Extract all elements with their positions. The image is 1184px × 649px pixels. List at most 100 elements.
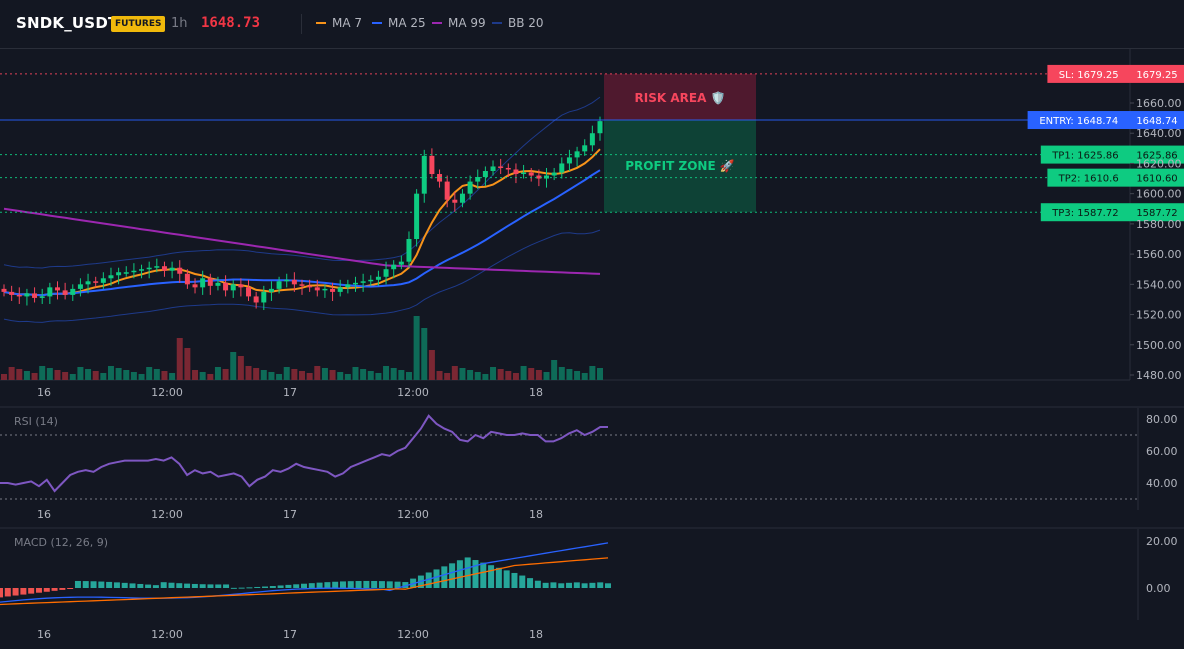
volume-bar xyxy=(230,352,237,380)
candle-body xyxy=(116,272,122,276)
macd-hist-bar xyxy=(238,587,245,589)
candle-body xyxy=(375,276,381,280)
candle-body xyxy=(391,264,397,270)
volume-bar xyxy=(283,367,290,380)
macd-hist-bar xyxy=(28,588,35,594)
macd-hist-bar xyxy=(262,586,269,588)
macd-hist-bar xyxy=(464,557,471,588)
legend-ma7[interactable]: MA 7 xyxy=(316,16,362,30)
candle-body xyxy=(276,281,282,289)
candle-body xyxy=(528,172,534,176)
volume-bar xyxy=(436,371,443,380)
volume-bar xyxy=(360,369,367,380)
volume-bar xyxy=(245,366,252,380)
macd-hist-bar xyxy=(550,582,557,588)
macd-hist-bar xyxy=(511,572,518,588)
candle-body xyxy=(383,269,389,277)
rsi-tick-label: 40.00 xyxy=(1146,477,1178,490)
volume-bar xyxy=(214,367,221,380)
macd-hist-bar xyxy=(566,582,573,588)
candle-body xyxy=(62,290,68,295)
candle-body xyxy=(131,270,137,273)
candle-body xyxy=(9,291,15,295)
volume-bar xyxy=(589,366,596,380)
risk-area-box xyxy=(604,73,756,121)
volume-bar xyxy=(62,372,69,380)
macd-hist-bar xyxy=(480,562,487,588)
candle-body xyxy=(582,145,588,152)
interval-selector[interactable]: 1h xyxy=(171,16,188,31)
candle-body xyxy=(154,266,160,268)
price-tick-label: 1580.00 xyxy=(1136,218,1182,231)
macd-hist-bar xyxy=(581,583,588,588)
macd-hist-bar xyxy=(433,569,440,588)
legend-ma99[interactable]: MA 99 xyxy=(432,16,486,30)
legend-bb20[interactable]: BB 20 xyxy=(492,16,544,30)
candle-body xyxy=(184,273,190,285)
candle-body xyxy=(322,288,328,291)
macd-hist-bar xyxy=(293,584,300,588)
macd-hist-bar xyxy=(254,586,261,588)
volume-bar xyxy=(299,371,305,380)
level-price: 1587.72 xyxy=(1136,208,1177,219)
candle-body xyxy=(238,284,244,288)
candle-body xyxy=(467,181,473,194)
legend-ma25[interactable]: MA 25 xyxy=(372,16,426,30)
candle-body xyxy=(559,163,565,173)
candle-body xyxy=(268,288,274,292)
rsi-tick-label: 60.00 xyxy=(1146,445,1178,458)
candle-body xyxy=(77,284,83,289)
macd-hist-bar xyxy=(605,583,611,588)
volume-bar xyxy=(497,369,504,380)
volume-bar xyxy=(192,370,199,380)
candle-body xyxy=(161,266,167,271)
volume-bar xyxy=(268,372,275,380)
volume-bar xyxy=(482,374,489,380)
candle-body xyxy=(100,278,106,283)
level-price-bg xyxy=(1130,203,1184,222)
candle-body xyxy=(246,287,252,297)
volume-bar xyxy=(574,371,581,380)
candle-body xyxy=(398,261,404,265)
macd-hist-bar xyxy=(168,582,175,588)
macd-hist-bar xyxy=(176,583,183,588)
rsi-title: RSI (14) xyxy=(14,415,58,428)
volume-bar xyxy=(390,368,397,380)
macd-tick-label: 20.00 xyxy=(1146,535,1178,548)
macd-hist-bar xyxy=(339,581,346,588)
ma25-line xyxy=(3,169,601,297)
candle-body xyxy=(406,239,412,262)
volume-bar xyxy=(444,373,451,380)
volume-bar xyxy=(23,371,30,380)
candle-body xyxy=(368,279,374,282)
macd-hist-bar xyxy=(4,588,11,597)
volume-bar xyxy=(161,371,168,380)
macd-hist-bar xyxy=(378,581,385,588)
volume-bar xyxy=(344,374,351,380)
price-tick-label: 1620.00 xyxy=(1136,157,1182,170)
macd-hist-bar xyxy=(495,567,502,588)
level-label: TP3: 1587.72 xyxy=(1051,208,1118,219)
price-tick-label: 1520.00 xyxy=(1136,309,1182,322)
macd-hist-bar xyxy=(425,572,432,588)
macd-hist-bar xyxy=(519,575,526,588)
macd-hist-bar xyxy=(285,584,292,588)
volume-bar xyxy=(597,368,603,380)
candle-body xyxy=(314,287,320,291)
candle-body xyxy=(444,181,450,200)
macd-hist-bar xyxy=(573,582,580,588)
macd-hist-bar xyxy=(347,581,354,588)
macd-hist-bar xyxy=(106,581,113,588)
candle-body xyxy=(284,279,290,282)
price-tick-label: 1600.00 xyxy=(1136,188,1182,201)
volume-bar xyxy=(54,370,61,380)
macd-hist-bar xyxy=(386,581,393,588)
macd-hist-bar xyxy=(121,582,128,588)
macd-hist-bar xyxy=(277,585,284,588)
macd-hist-bar xyxy=(43,588,50,592)
volume-bar xyxy=(39,366,46,380)
legend-ma99-label: MA 99 xyxy=(448,16,486,30)
volume-bar xyxy=(237,356,244,380)
symbol-name[interactable]: SNDK_USDT xyxy=(16,14,119,32)
